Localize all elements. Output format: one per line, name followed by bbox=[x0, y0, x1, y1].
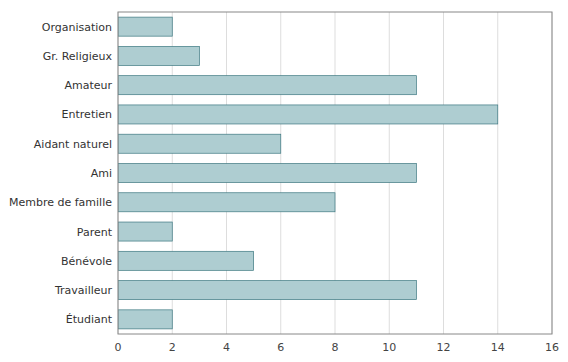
grid bbox=[118, 12, 552, 334]
y-tick-label: Étudiant bbox=[66, 313, 113, 326]
bar bbox=[118, 222, 172, 241]
chart: 0 2 4 6 8 10 12 14 16 Organisation Gr. Religieux Am… bbox=[0, 0, 568, 362]
x-tick-label: 8 bbox=[332, 341, 339, 354]
x-axis: 0 2 4 6 8 10 12 14 16 bbox=[115, 341, 560, 354]
y-tick-label: Gr. Religieux bbox=[43, 50, 113, 63]
bar bbox=[118, 251, 254, 270]
y-tick-label: Membre de famille bbox=[9, 196, 112, 209]
y-tick-label: Organisation bbox=[42, 21, 112, 34]
x-tick-label: 2 bbox=[169, 341, 176, 354]
y-tick-label: Travailleur bbox=[54, 284, 113, 297]
x-tick-label: 6 bbox=[277, 341, 284, 354]
x-tick-label: 14 bbox=[491, 341, 505, 354]
bar bbox=[118, 163, 416, 182]
y-tick-label: Amateur bbox=[64, 79, 112, 92]
y-tick-label: Entretien bbox=[62, 108, 112, 121]
bar bbox=[118, 310, 172, 329]
y-tick-label: Aidant naturel bbox=[34, 138, 112, 151]
x-tick-label: 16 bbox=[545, 341, 559, 354]
plot-area bbox=[118, 12, 552, 334]
y-tick-label: Ami bbox=[91, 167, 112, 180]
bar bbox=[118, 281, 416, 300]
bar bbox=[118, 76, 416, 95]
x-tick-label: 10 bbox=[382, 341, 396, 354]
y-axis: Organisation Gr. Religieux Amateur Entretie… bbox=[9, 21, 113, 327]
x-tick-label: 0 bbox=[115, 341, 122, 354]
y-tick-label: Parent bbox=[77, 226, 113, 239]
plot-frame bbox=[118, 12, 552, 334]
y-tick-label: Bénévole bbox=[61, 255, 112, 268]
grid-line bbox=[443, 12, 444, 334]
bar bbox=[118, 105, 498, 124]
grid-line bbox=[497, 12, 498, 334]
bar bbox=[118, 134, 281, 153]
bars bbox=[118, 17, 498, 329]
bar bbox=[118, 46, 199, 65]
x-tick-label: 12 bbox=[437, 341, 451, 354]
x-tick-label: 4 bbox=[223, 341, 230, 354]
bar bbox=[118, 193, 335, 212]
bar bbox=[118, 17, 172, 36]
